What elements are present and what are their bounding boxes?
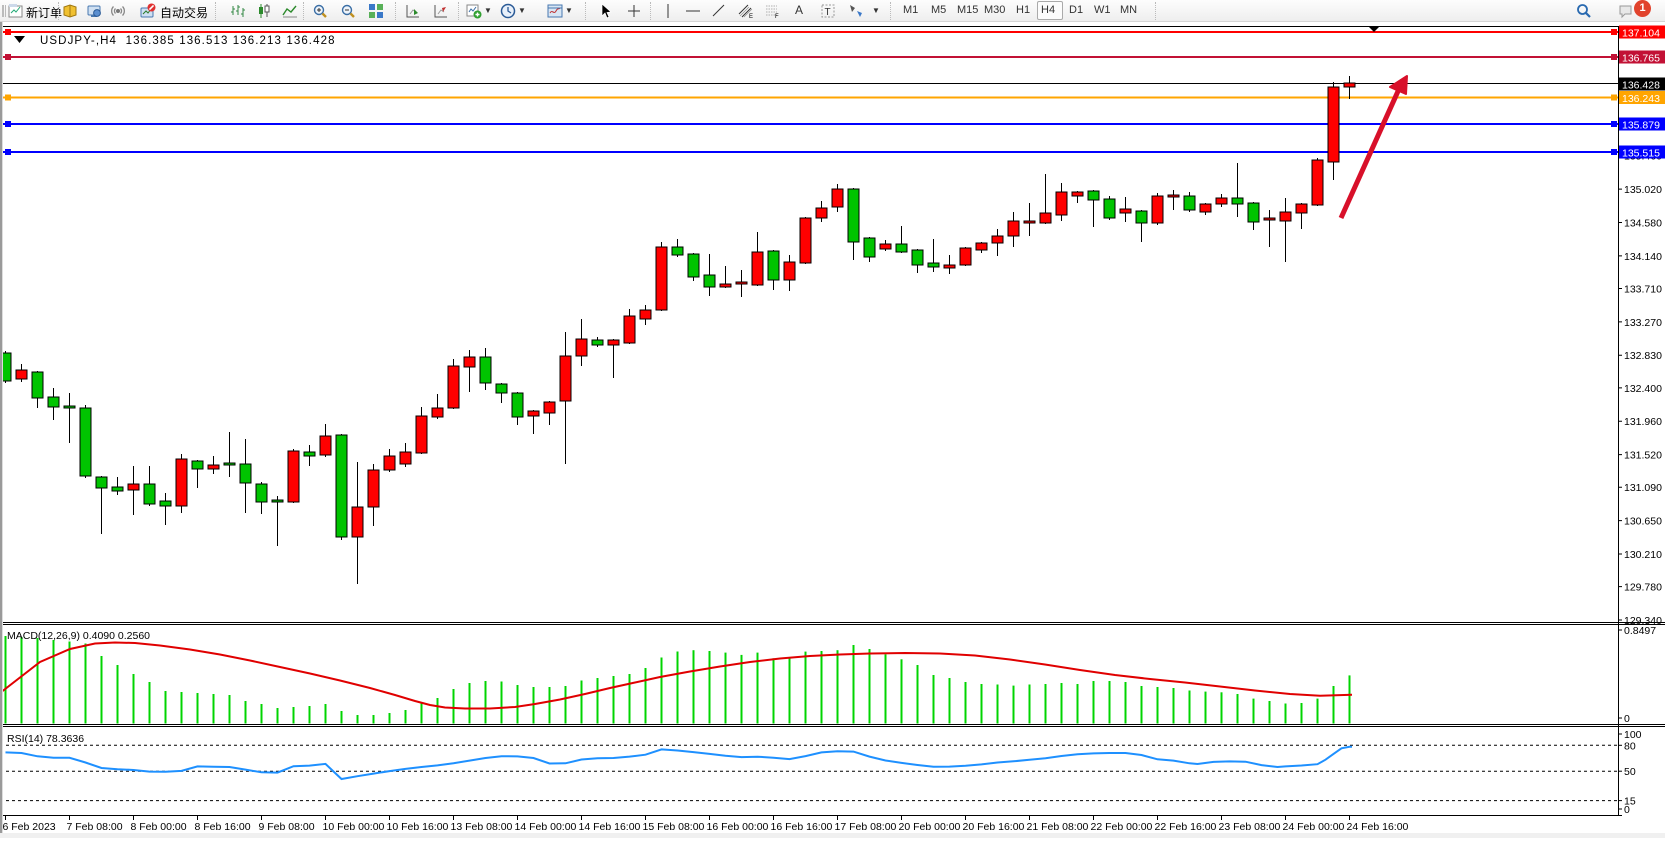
svg-text:20 Feb 00:00: 20 Feb 00:00 [899, 821, 961, 833]
svg-text:131.960: 131.960 [1624, 416, 1662, 428]
svg-text:16 Feb 00:00: 16 Feb 00:00 [707, 821, 769, 833]
svg-text:20 Feb 16:00: 20 Feb 16:00 [963, 821, 1025, 833]
svg-text:T: T [825, 7, 831, 18]
svg-text:137.104: 137.104 [1622, 28, 1660, 40]
svg-text:8 Feb 16:00: 8 Feb 16:00 [195, 821, 251, 833]
svg-text:100: 100 [1624, 729, 1642, 741]
svg-text:24 Feb 00:00: 24 Feb 00:00 [1283, 821, 1345, 833]
svg-text:23 Feb 08:00: 23 Feb 08:00 [1219, 821, 1281, 833]
svg-text:130.210: 130.210 [1624, 549, 1662, 561]
svg-text:16 Feb 16:00: 16 Feb 16:00 [771, 821, 833, 833]
svg-text:131.090: 131.090 [1624, 482, 1662, 494]
svg-text:21 Feb 08:00: 21 Feb 08:00 [1027, 821, 1089, 833]
svg-text:22 Feb 00:00: 22 Feb 00:00 [1091, 821, 1153, 833]
svg-text:129.780: 129.780 [1624, 582, 1662, 594]
svg-text:135.515: 135.515 [1622, 148, 1660, 160]
svg-text:13 Feb 08:00: 13 Feb 08:00 [451, 821, 513, 833]
svg-text:15 Feb 08:00: 15 Feb 08:00 [643, 821, 705, 833]
svg-text:131.520: 131.520 [1624, 450, 1662, 462]
svg-text:10 Feb 16:00: 10 Feb 16:00 [387, 821, 449, 833]
svg-text:15: 15 [1624, 796, 1636, 808]
svg-text:135.879: 135.879 [1622, 120, 1660, 132]
svg-text:8 Feb 00:00: 8 Feb 00:00 [131, 821, 187, 833]
svg-text:6 Feb 2023: 6 Feb 2023 [3, 821, 56, 833]
svg-text:RSI(14) 78.3636: RSI(14) 78.3636 [7, 733, 84, 745]
svg-text:80: 80 [1624, 740, 1636, 752]
svg-text:0: 0 [1624, 713, 1630, 725]
svg-text:0: 0 [1624, 804, 1630, 816]
svg-text:24 Feb 16:00: 24 Feb 16:00 [1347, 821, 1409, 833]
svg-text:7 Feb 08:00: 7 Feb 08:00 [67, 821, 123, 833]
svg-text:E: E [749, 14, 753, 19]
svg-text:14 Feb 00:00: 14 Feb 00:00 [515, 821, 577, 833]
svg-text:135.020: 135.020 [1624, 184, 1662, 196]
svg-text:22 Feb 16:00: 22 Feb 16:00 [1155, 821, 1217, 833]
svg-text:134.580: 134.580 [1624, 217, 1662, 229]
svg-text:MACD(12,26,9) 0.4090 0.2560: MACD(12,26,9) 0.4090 0.2560 [7, 630, 150, 642]
svg-text:134.140: 134.140 [1624, 251, 1662, 263]
svg-text:136.765: 136.765 [1622, 53, 1660, 65]
svg-text:F: F [775, 14, 779, 19]
svg-text:133.270: 133.270 [1624, 317, 1662, 329]
svg-text:17 Feb 08:00: 17 Feb 08:00 [835, 821, 897, 833]
svg-text:USDJPY-,H4 136.385 136.513 13: USDJPY-,H4 136.385 136.513 136.213 136.4… [40, 35, 336, 47]
svg-text:136.428: 136.428 [1622, 80, 1660, 92]
svg-text:14 Feb 16:00: 14 Feb 16:00 [579, 821, 641, 833]
svg-text:132.830: 132.830 [1624, 350, 1662, 362]
svg-text:50: 50 [1624, 766, 1636, 778]
svg-text:9 Feb 08:00: 9 Feb 08:00 [259, 821, 315, 833]
svg-text:0.8497: 0.8497 [1624, 625, 1656, 637]
svg-text:130.650: 130.650 [1624, 516, 1662, 528]
svg-text:10 Feb 00:00: 10 Feb 00:00 [323, 821, 385, 833]
svg-text:133.710: 133.710 [1624, 283, 1662, 295]
svg-text:132.400: 132.400 [1624, 383, 1662, 395]
svg-text:136.243: 136.243 [1622, 93, 1660, 105]
svg-text:129.340: 129.340 [1624, 615, 1662, 627]
